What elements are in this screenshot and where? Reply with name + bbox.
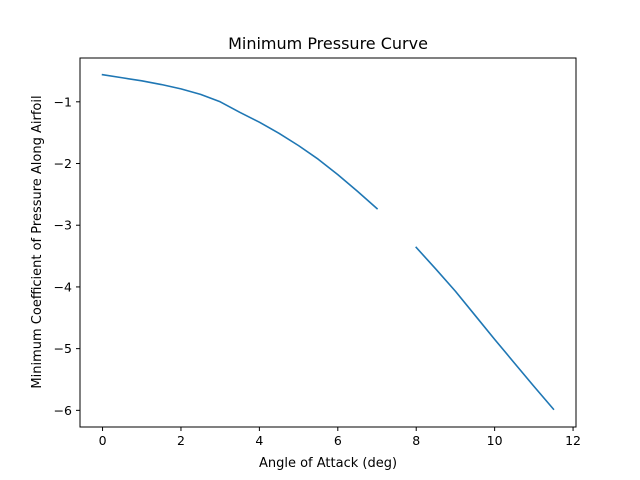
y-tick-label: −2 [54, 156, 72, 171]
y-tick-label: −3 [54, 218, 72, 233]
x-tick-label: 8 [412, 433, 420, 448]
plot-layer [101, 73, 555, 411]
y-tick-label: −1 [54, 94, 72, 109]
y-tick-label: −5 [54, 341, 72, 356]
series-line-segment-2 [415, 246, 555, 411]
plot-frame [79, 57, 577, 428]
x-tick-label: 12 [565, 433, 581, 448]
x-tick-label: 0 [99, 433, 107, 448]
x-tick-label: 10 [487, 433, 503, 448]
y-tick-label: −6 [54, 403, 72, 418]
chart-title: Minimum Pressure Curve [228, 34, 428, 53]
y-axis: −1 −2 −3 −4 −5 −6 [54, 94, 80, 418]
x-tick-label: 6 [334, 433, 342, 448]
x-tick-label: 4 [255, 433, 263, 448]
x-tick-label: 2 [177, 433, 185, 448]
series-line-segment-1 [101, 73, 379, 210]
y-axis-label: Minimum Coefficient of Pressure Along Ai… [30, 95, 45, 388]
x-axis: 0 2 4 6 8 10 12 [99, 427, 581, 448]
x-axis-label: Angle of Attack (deg) [259, 456, 397, 471]
y-tick-label: −4 [54, 279, 72, 294]
